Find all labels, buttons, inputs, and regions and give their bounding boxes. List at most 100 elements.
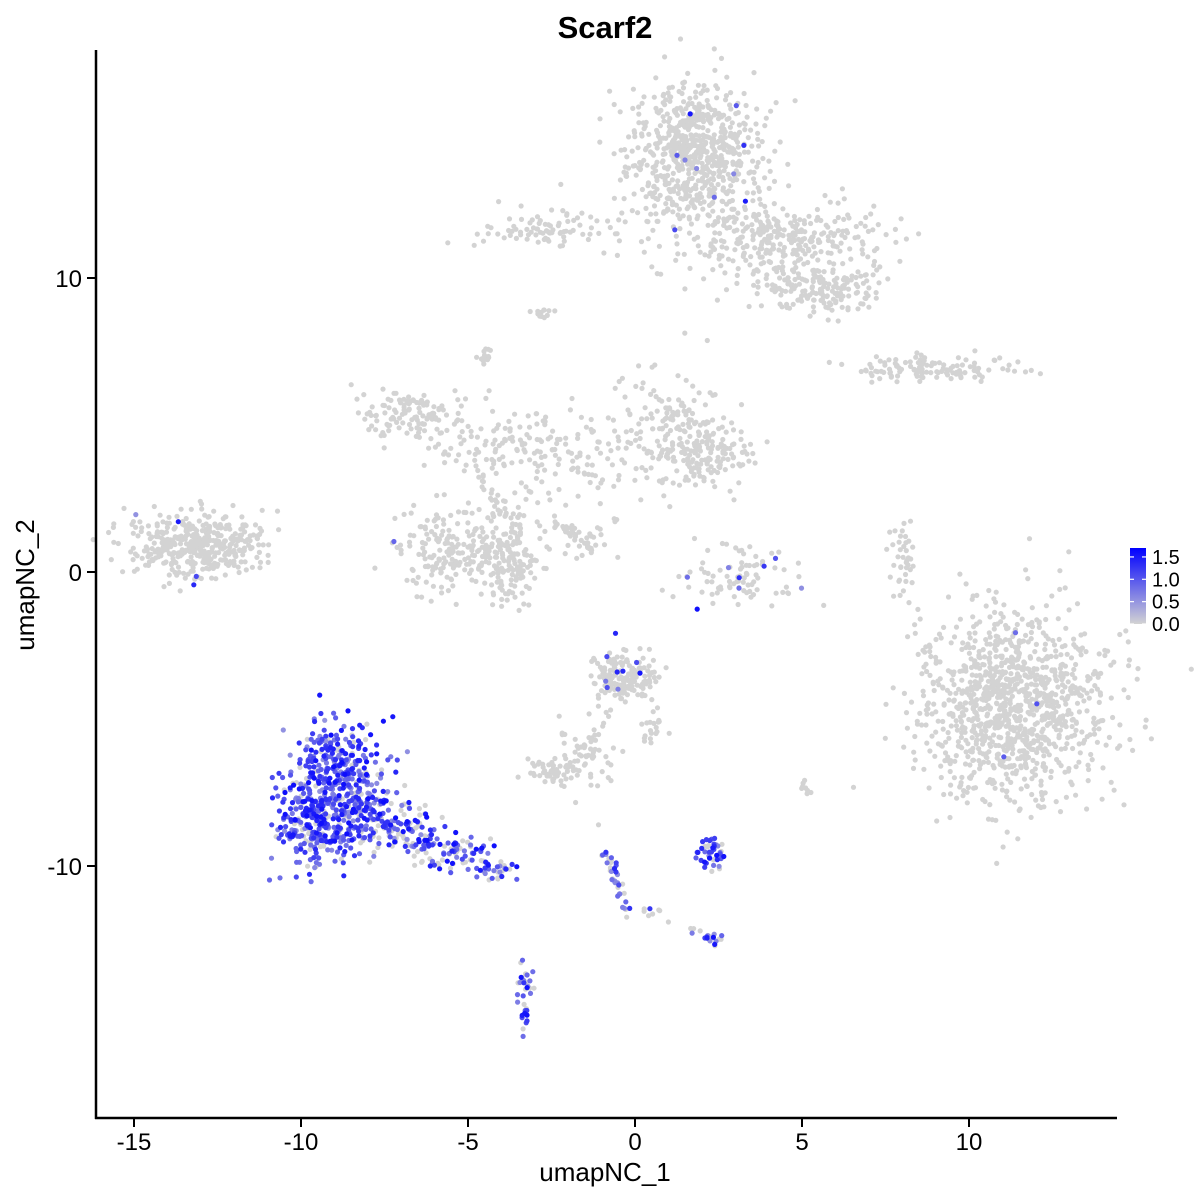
cell-point (1086, 766, 1092, 773)
cell-point (1028, 681, 1034, 687)
cell-point (188, 506, 194, 512)
cell-point (717, 145, 723, 151)
cell-point (534, 214, 541, 220)
cell-point (371, 849, 377, 855)
cell-point (662, 151, 668, 157)
cell-point (423, 579, 429, 585)
cell-point (639, 721, 645, 727)
cell-point (437, 547, 443, 553)
cell-point (799, 276, 805, 282)
cell-point (802, 777, 808, 784)
cell-point (674, 468, 680, 474)
cell-point (567, 533, 574, 539)
cell-point (921, 766, 927, 772)
cell-point (755, 185, 761, 191)
cell-point (175, 535, 181, 542)
cell-point (966, 650, 973, 656)
cell-point (569, 524, 575, 530)
cell-point (1029, 624, 1036, 630)
cell-point (314, 840, 320, 846)
cell-point (715, 181, 721, 188)
cell-point (837, 290, 844, 296)
cell-point (275, 793, 281, 799)
cell-point (915, 606, 921, 613)
cell-point (654, 159, 660, 165)
cell-point (693, 94, 699, 100)
cell-point (651, 388, 657, 394)
cell-point (565, 542, 571, 549)
cell-point (394, 419, 400, 425)
cell-point (667, 427, 674, 434)
cell-point (901, 744, 907, 750)
cell-point (717, 459, 724, 465)
cell-point (951, 682, 957, 688)
cell-point (636, 120, 642, 126)
cell-point (1018, 765, 1024, 771)
cell-point (674, 241, 680, 247)
cell-point (735, 266, 741, 272)
cell-point (708, 241, 714, 247)
cell-point (355, 410, 361, 416)
cell-point (720, 177, 727, 183)
cell-point (1058, 662, 1064, 668)
cell-point (687, 433, 693, 439)
cell-point (388, 800, 394, 807)
cell-point (525, 413, 531, 419)
cell-point (621, 890, 627, 896)
cell-point (654, 130, 661, 136)
cell-point (947, 814, 953, 821)
cell-point (841, 275, 848, 281)
cell-point (739, 234, 745, 240)
cell-point (637, 665, 643, 671)
cell-point (731, 206, 737, 212)
cell-point (874, 245, 880, 252)
cell-point (973, 741, 979, 747)
cell-point (678, 163, 684, 169)
cell-point (404, 749, 410, 755)
cell-point (501, 461, 507, 467)
cell-point (717, 230, 723, 236)
cell-point (1042, 790, 1048, 796)
cell-point (986, 587, 992, 594)
cell-point (654, 186, 660, 192)
cell-point (446, 533, 452, 539)
cell-point (408, 426, 414, 432)
cell-point (715, 454, 721, 460)
cell-point (715, 138, 722, 144)
cell-point (772, 148, 778, 154)
cell-point (902, 571, 909, 578)
cell-point (468, 428, 474, 434)
cell-point (254, 533, 260, 539)
cell-point (541, 307, 547, 313)
cell-point (155, 554, 161, 560)
cell-point (771, 201, 777, 207)
cell-point (752, 245, 758, 251)
cell-point (172, 569, 178, 575)
cell-point (560, 208, 566, 214)
cell-point (513, 577, 519, 583)
cell-point (603, 754, 609, 760)
cell-point (827, 199, 833, 205)
cell-point (413, 580, 419, 586)
cell-point (945, 754, 951, 760)
cell-point (441, 521, 447, 527)
cell-point (689, 122, 695, 128)
cell-point (612, 519, 618, 525)
cell-point (534, 421, 540, 427)
cell-point (893, 239, 899, 245)
cell-point (697, 249, 703, 255)
cell-point (663, 201, 669, 207)
cell-point (515, 504, 521, 510)
cell-point (648, 411, 654, 417)
cell-point (714, 95, 720, 101)
cell-point (356, 851, 363, 857)
cell-point (199, 528, 205, 534)
cell-point (757, 254, 763, 260)
cell-point (642, 733, 648, 739)
cell-point (1117, 631, 1123, 638)
cell-point (617, 675, 624, 681)
cell-point (912, 733, 918, 740)
cell-point (863, 290, 869, 296)
cell-point (184, 559, 191, 565)
cell-point (729, 197, 736, 204)
